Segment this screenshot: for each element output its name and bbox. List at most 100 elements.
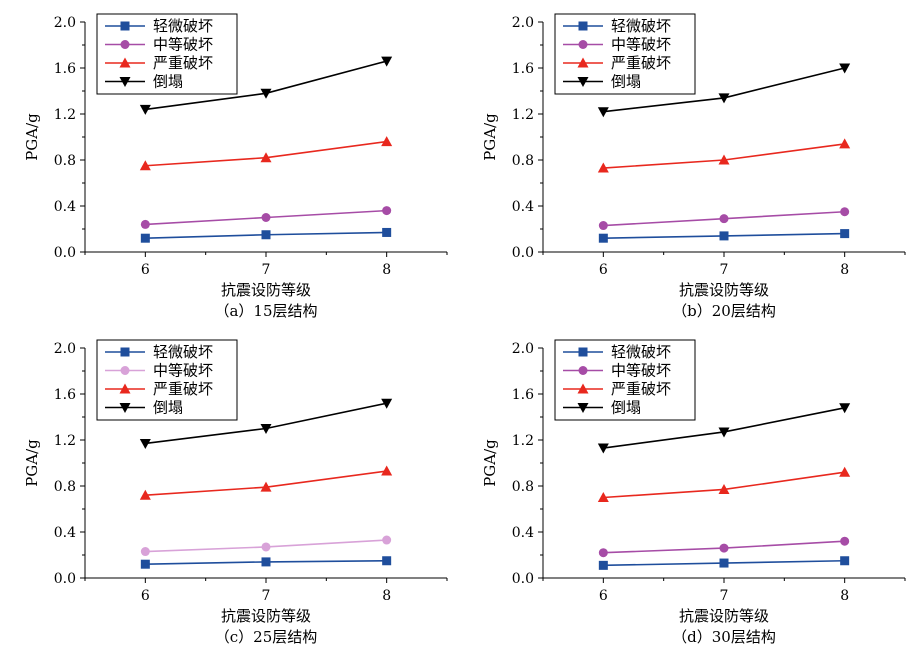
x-tick-label: 7 [262,262,271,278]
x-tick-label: 6 [141,262,150,278]
legend-swatch-marker [578,40,588,49]
y-tick-label: 1.6 [54,387,76,403]
data-point [381,56,393,67]
y-axis-title: PGA/g [23,113,41,161]
y-tick-label: 0.8 [512,153,534,169]
legend-swatch-marker [120,21,130,31]
x-tick-label: 6 [141,588,150,604]
y-tick-label: 0.8 [54,153,76,169]
y-tick-label: 2.0 [512,15,534,31]
x-tick-label: 8 [382,588,391,604]
data-point [382,227,392,237]
legend-swatch-marker [119,77,131,87]
data-point [839,63,851,74]
legend-swatch-marker [120,40,130,49]
legend-label: 轻微破坏 [153,17,213,35]
data-point [840,207,850,217]
legend-label: 轻微破坏 [611,17,671,35]
y-tick-label: 0.4 [512,199,534,215]
x-tick-label: 7 [720,262,729,278]
data-point [260,481,272,492]
x-axis-title: 抗震设防等级 [679,607,769,625]
legend-swatch-marker [578,21,588,31]
y-tick-label: 0.0 [54,245,76,261]
data-point [381,398,393,409]
y-tick-label: 1.2 [512,107,534,123]
data-point [597,492,609,502]
data-point [261,230,271,240]
chart-caption: （a）15层结构 [214,302,317,320]
x-axis-title: 抗震设防等级 [221,607,311,625]
legend-swatch-marker [120,366,130,375]
legend-box [554,339,696,421]
data-point [719,231,729,241]
y-tick-label: 0.0 [512,571,534,587]
data-point [718,93,730,104]
data-point [598,233,608,243]
data-point [839,466,851,477]
x-tick-label: 8 [840,262,849,278]
data-point [840,536,850,546]
x-tick-label: 7 [262,588,271,604]
chart-panel-3: 0.0 0.4 0.8 1.2 1.6 2.0 6 7 8 抗震设防等级 PGA/g （c）25层结构… [23,339,448,646]
data-point [381,136,393,147]
x-axis-title: 抗震设防等级 [221,281,311,299]
legend-label: 轻微破坏 [611,343,671,361]
data-point [381,465,393,476]
x-tick-label: 8 [382,262,391,278]
legend-label: 严重破坏 [153,380,213,398]
legend-label: 倒塌 [611,399,641,417]
y-tick-label: 2.0 [512,341,534,357]
legend-box [96,339,238,421]
data-point [260,424,272,434]
y-tick-label: 1.2 [54,433,76,449]
legend-label: 倒塌 [153,399,183,417]
y-tick-label: 1.6 [54,61,76,77]
y-tick-label: 1.2 [512,433,534,449]
data-point [140,233,150,243]
data-point [597,107,609,118]
data-point [261,213,271,222]
legend-label: 倒塌 [153,73,183,91]
legend-label: 严重破坏 [611,380,671,398]
y-tick-label: 1.2 [54,107,76,123]
legend-swatch-marker [577,383,589,394]
chart-caption: （c）25层结构 [215,628,318,646]
legend-label: 严重破坏 [611,54,671,72]
y-tick-label: 0.0 [54,571,76,587]
data-point [382,535,392,545]
data-point [261,542,271,552]
legend-swatch-marker [120,347,130,357]
y-axis-title: PGA/g [481,113,499,161]
x-tick-label: 6 [599,262,608,278]
legend-swatch-marker [119,383,131,394]
data-point [260,152,272,163]
data-point [718,154,730,165]
data-point [719,214,729,224]
data-point [719,558,729,568]
legend-box [96,13,238,95]
x-tick-label: 6 [599,588,608,604]
data-point [598,221,608,231]
data-point [261,557,271,567]
legend-swatch-marker [577,403,589,413]
legend-swatch-marker [119,57,131,68]
x-tick-label: 7 [720,588,729,604]
x-tick-label: 8 [840,588,849,604]
chart-panel-4: 0.0 0.4 0.8 1.2 1.6 2.0 6 7 8 抗震设防等级 PGA/g （d）30层结构… [481,339,906,646]
data-point [139,438,151,449]
y-tick-label: 0.8 [512,479,534,495]
data-point [597,443,609,454]
data-point [598,548,608,558]
data-point [719,543,729,553]
data-point [598,560,608,570]
chart-panel-2: 0.0 0.4 0.8 1.2 1.6 2.0 6 7 8 抗震设防等级 PGA/g （b）20层结构… [481,13,906,320]
chart-panel-1: 0.0 0.4 0.8 1.2 1.6 2.0 6 7 8 抗震设防等级 PGA/g （a）15层结构… [23,13,448,320]
y-tick-label: 2.0 [54,341,76,357]
y-tick-label: 1.6 [512,387,534,403]
y-tick-label: 0.8 [54,479,76,495]
data-point [260,88,272,99]
chart-caption: （b）20层结构 [672,302,776,320]
legend-box [554,13,696,95]
data-point [139,160,151,171]
